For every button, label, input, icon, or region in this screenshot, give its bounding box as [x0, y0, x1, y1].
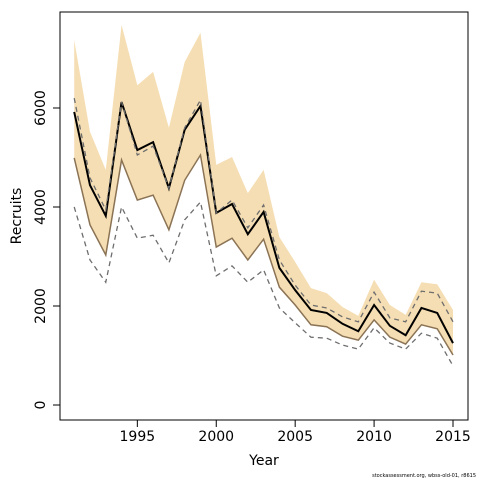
y-axis-title: Recruits	[9, 188, 25, 245]
y-tick-label: 4000	[33, 189, 49, 225]
confidence-band	[74, 24, 454, 356]
y-tick-label: 0	[33, 401, 49, 410]
y-tick-label: 2000	[33, 288, 49, 324]
footnote: stockassessment.org, wbss-old-01, r8615	[372, 473, 476, 479]
x-tick-label: 2015	[435, 429, 471, 445]
dashed-line	[73, 200, 454, 367]
x-tick-label: 1995	[120, 429, 156, 445]
x-axis-title: Year	[248, 453, 279, 469]
x-tick-label: 2010	[356, 429, 392, 445]
x-tick-label: 2000	[198, 429, 234, 445]
plot-frame	[59, 11, 469, 421]
y-tick-label: 6000	[33, 90, 49, 126]
x-tick-label: 2005	[277, 429, 313, 445]
band-lower-line	[73, 152, 454, 356]
dashed-line	[73, 97, 454, 323]
line	[73, 101, 454, 344]
